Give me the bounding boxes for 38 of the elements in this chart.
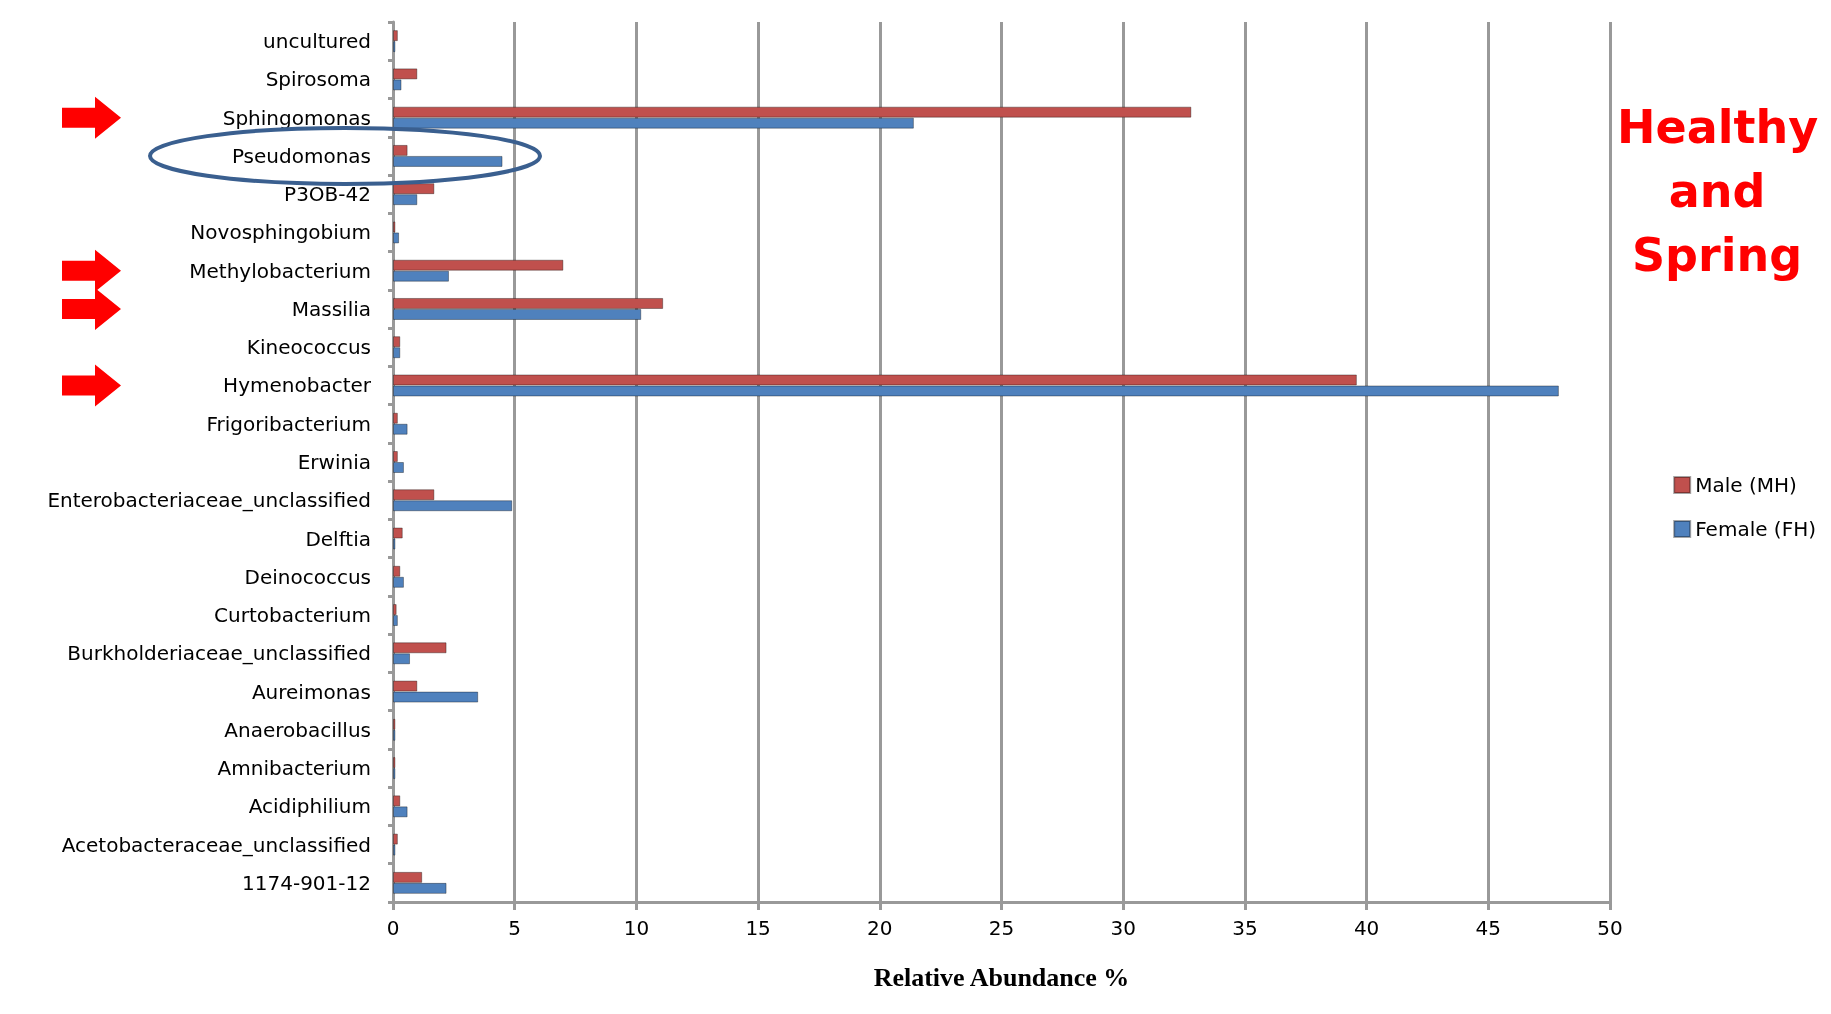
y-tick-label: Delftia [305,526,371,551]
y-tick-label: Curtobacterium [214,603,371,628]
y-tick-label: Aureimonas [251,679,371,704]
y-tick-label: Acetobacteraceae_unclassified [61,832,371,857]
y-tick-label: Hymenobacter [223,373,372,398]
x-tick-label: 25 [988,916,1015,940]
y-tick-label: Burkholderiaceae_unclassified [67,641,371,666]
x-tick-label: 0 [386,916,400,940]
y-tick-label: Spirosoma [265,67,371,92]
x-tick-label: 20 [867,916,893,940]
x-tick-label: 5 [508,916,522,940]
y-tick-label: Sphingomonas [222,105,371,130]
y-tick-label: Frigoribacterium [206,411,371,436]
y-tick-label: Acidiphilium [248,794,371,819]
y-tick-label: 1174-901-12 [242,870,371,895]
y-tick-label: uncultured [263,29,371,54]
y-tick-label: Kineococcus [246,335,371,360]
y-tick-label: Anaerobacillus [224,717,371,742]
y-tick-label: Amnibacterium [217,756,371,781]
y-tick-label: Massilia [291,296,371,321]
x-tick-label: 50 [1597,916,1623,940]
x-axis-title: Relative Abundance % [873,962,1130,992]
y-tick-label: Enterobacteriaceae_unclassified [47,488,371,513]
x-tick-label: 40 [1353,916,1380,940]
y-tick-label: Novosphingobium [190,220,371,245]
y-tick-label: Methylobacterium [189,258,371,283]
x-tick-label: 30 [1110,916,1136,940]
x-tick-label: 15 [745,916,771,940]
legend-label: Male (MH) [1695,473,1797,497]
y-tick-label: Pseudomonas [231,143,371,168]
y-tick-label: Erwinia [297,450,371,474]
x-tick-label: 45 [1475,916,1502,940]
legend-label: Female (FH) [1695,517,1817,541]
y-tick-label: Deinococcus [244,564,371,589]
text: Healthy and Spring [1617,99,1819,284]
y-tick-label: P3OB-42 [284,182,371,207]
x-tick-label: 35 [1232,916,1258,940]
x-tick-label: 10 [623,916,650,940]
